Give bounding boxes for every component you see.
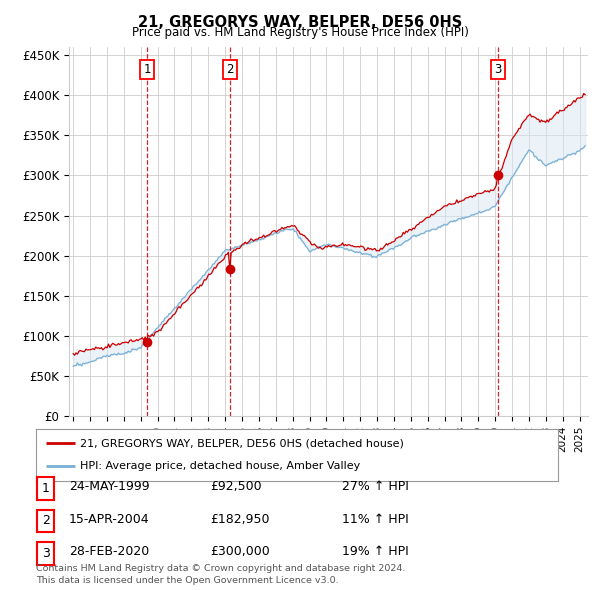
Text: Contains HM Land Registry data © Crown copyright and database right 2024.
This d: Contains HM Land Registry data © Crown c… bbox=[36, 565, 406, 585]
Text: 24-MAY-1999: 24-MAY-1999 bbox=[69, 480, 149, 493]
Text: 19% ↑ HPI: 19% ↑ HPI bbox=[342, 545, 409, 558]
Text: HPI: Average price, detached house, Amber Valley: HPI: Average price, detached house, Ambe… bbox=[80, 461, 361, 471]
Text: 15-APR-2004: 15-APR-2004 bbox=[69, 513, 149, 526]
Text: 2: 2 bbox=[41, 514, 50, 527]
Text: 1: 1 bbox=[143, 63, 151, 76]
Text: 28-FEB-2020: 28-FEB-2020 bbox=[69, 545, 149, 558]
Text: £182,950: £182,950 bbox=[210, 513, 269, 526]
Text: 21, GREGORYS WAY, BELPER, DE56 0HS: 21, GREGORYS WAY, BELPER, DE56 0HS bbox=[138, 15, 462, 30]
Text: 1: 1 bbox=[41, 482, 50, 495]
Text: 3: 3 bbox=[41, 547, 50, 560]
Text: 21, GREGORYS WAY, BELPER, DE56 0HS (detached house): 21, GREGORYS WAY, BELPER, DE56 0HS (deta… bbox=[80, 438, 404, 448]
Text: 3: 3 bbox=[494, 63, 502, 76]
Text: £300,000: £300,000 bbox=[210, 545, 270, 558]
Text: Price paid vs. HM Land Registry's House Price Index (HPI): Price paid vs. HM Land Registry's House … bbox=[131, 26, 469, 39]
Text: 11% ↑ HPI: 11% ↑ HPI bbox=[342, 513, 409, 526]
Text: £92,500: £92,500 bbox=[210, 480, 262, 493]
Text: 2: 2 bbox=[226, 63, 233, 76]
Text: 27% ↑ HPI: 27% ↑ HPI bbox=[342, 480, 409, 493]
